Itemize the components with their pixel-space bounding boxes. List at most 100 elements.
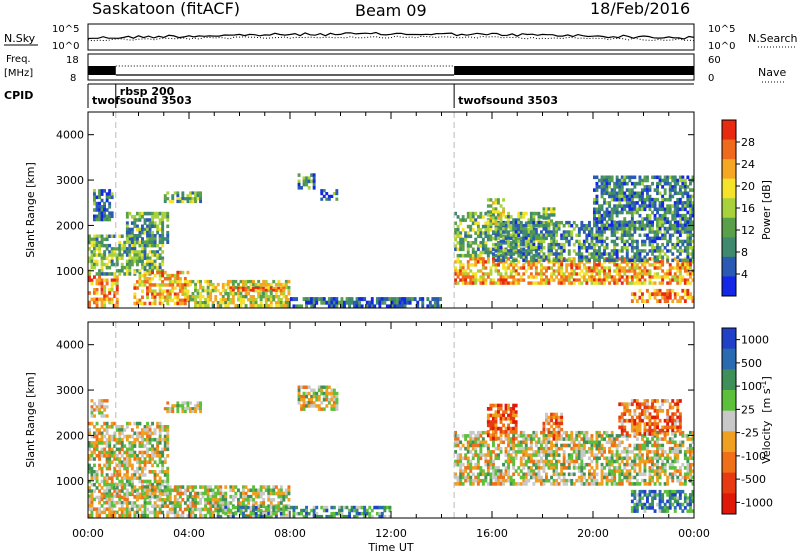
- echo-cell-13: [681, 230, 685, 234]
- echo-cell-6: [209, 282, 213, 287]
- echo-cell-2: [118, 234, 122, 238]
- echo-cell-0: [136, 457, 139, 461]
- echo-cell-11: [514, 218, 518, 222]
- echo-cell-2: [103, 250, 107, 254]
- echo-cell-13: [567, 233, 571, 237]
- echo-cell-6: [239, 304, 243, 308]
- echo-cell-13: [562, 224, 566, 228]
- echo-cell-6: [300, 407, 303, 411]
- echo-cell-7: [237, 286, 240, 290]
- echo-cell-16: [666, 175, 670, 180]
- echo-cell-11: [489, 237, 493, 242]
- echo-cell-6: [201, 285, 205, 290]
- echo-cell-6: [206, 292, 210, 296]
- echo-cell-13: [540, 255, 543, 259]
- echo-cell-13: [502, 258, 505, 263]
- echo-cell-6: [302, 404, 306, 408]
- echo-cell-6: [274, 304, 278, 308]
- echo-cell-2: [93, 414, 96, 418]
- echo-cell-16: [610, 226, 614, 231]
- echo-cell-3: [153, 513, 157, 518]
- echo-cell-7: [486, 450, 490, 454]
- echo-cell-6: [209, 295, 213, 299]
- power-echoes: [88, 112, 694, 308]
- echo-cell-13: [512, 239, 516, 244]
- echo-cell-16: [648, 201, 652, 205]
- echo-cell-16: [661, 207, 665, 212]
- echo-cell-3: [136, 234, 139, 238]
- echo-cell-12: [471, 278, 475, 282]
- echo-cell-0: [98, 275, 101, 279]
- echo-cell-12: [572, 278, 576, 282]
- echo-cell-13: [572, 242, 576, 247]
- echo-cell-3: [226, 501, 230, 505]
- echo-cell-2: [161, 243, 165, 248]
- echo-cell-7: [459, 456, 463, 461]
- echo-cell-13: [562, 236, 566, 241]
- echo-cell-15: [542, 207, 546, 211]
- echo-cell-8: [436, 300, 440, 305]
- echo-cell-0: [138, 450, 142, 455]
- echo-cell-13: [577, 227, 581, 231]
- echo-cell-12: [497, 272, 500, 276]
- echo-cell-6: [259, 298, 263, 302]
- echo-cell-4: [133, 283, 137, 287]
- echo-cell-3: [204, 507, 207, 512]
- echo-cell-7: [519, 440, 523, 445]
- echo-cell-3: [158, 234, 162, 238]
- echo-cell-5: [244, 508, 248, 513]
- echo-cell-16: [628, 201, 632, 205]
- echo-cell-0: [118, 431, 122, 436]
- echo-cell-16: [676, 207, 680, 212]
- echo-cell-16: [678, 175, 682, 180]
- echo-cell-6: [201, 304, 205, 308]
- echo-cell-16: [610, 191, 614, 196]
- echo-cell-13: [613, 242, 617, 247]
- echo-cell-8: [433, 300, 437, 305]
- echo-cell-12: [507, 281, 510, 285]
- echo-cell-0: [151, 437, 154, 442]
- echo-cell-12: [598, 278, 601, 282]
- echo-cell-3: [199, 498, 202, 502]
- echo-cell-12: [648, 278, 652, 282]
- echo-cell-3: [146, 230, 149, 235]
- echo-cell-4: [173, 286, 177, 290]
- echo-cell-3: [156, 211, 160, 216]
- echo-cell-0: [161, 450, 165, 455]
- echo-cell-7: [459, 459, 463, 464]
- echo-cell-10: [330, 194, 334, 198]
- echo-cell-11: [454, 231, 457, 235]
- echo-cell-11: [517, 211, 521, 216]
- echo-cell-17: [656, 292, 659, 297]
- echo-cell-2: [133, 259, 137, 264]
- echo-cell-12: [681, 263, 685, 267]
- echo-cell-0: [133, 431, 137, 436]
- echo-cell-2: [98, 247, 101, 251]
- echo-cell-2: [123, 247, 127, 251]
- echo-cell-2: [158, 253, 162, 257]
- echo-cell-12: [459, 272, 463, 276]
- echo-cell-0: [105, 281, 109, 286]
- echo-cell-12: [603, 266, 606, 270]
- echo-cell-3: [186, 498, 190, 502]
- echo-cell-3: [242, 498, 245, 502]
- echo-cell-12: [545, 275, 548, 279]
- echo-cell-0: [120, 482, 124, 487]
- echo-cell-16: [643, 204, 647, 208]
- echo-cell-3: [153, 237, 157, 241]
- echo-cell-7: [519, 469, 523, 473]
- echo-cell-5: [214, 508, 218, 513]
- echo-cell-3: [229, 501, 233, 505]
- echo-cell-0: [153, 470, 157, 474]
- echo-cell-6: [252, 295, 255, 299]
- echo-cell-11: [456, 215, 460, 219]
- echo-cell-12: [666, 269, 670, 273]
- echo-cell-16: [643, 207, 647, 212]
- echo-cell-8: [388, 304, 392, 308]
- echo-cell-7: [461, 456, 465, 461]
- echo-cell-3: [247, 494, 250, 499]
- echo-cell-0: [138, 421, 142, 426]
- echo-cell-2: [125, 247, 129, 251]
- echo-cell-3: [125, 224, 129, 229]
- echo-cell-0: [98, 437, 101, 442]
